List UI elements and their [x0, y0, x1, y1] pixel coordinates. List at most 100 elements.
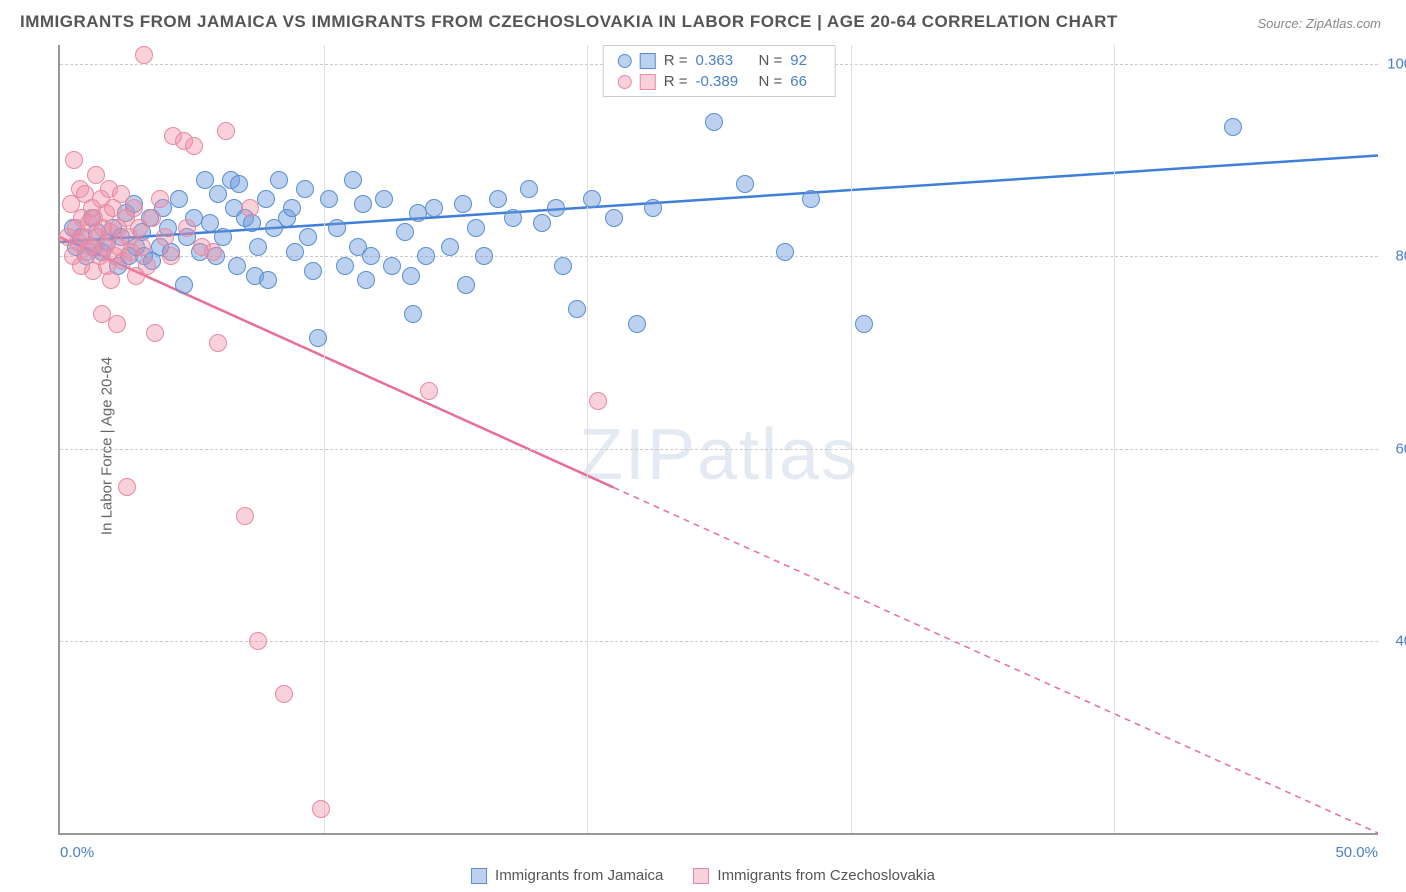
data-point [533, 214, 551, 232]
data-point [362, 247, 380, 265]
legend-marker-square-1 [640, 74, 656, 90]
gridline-v [1114, 45, 1115, 833]
data-point [375, 190, 393, 208]
data-point [425, 199, 443, 217]
data-point [644, 199, 662, 217]
data-point [467, 219, 485, 237]
legend-marker-circle-1 [618, 75, 632, 89]
ytick-label: 60.0% [1395, 440, 1406, 457]
correlation-legend: R = 0.363 N = 92 R = -0.389 N = 66 [603, 45, 836, 97]
data-point [554, 257, 572, 275]
data-point [209, 185, 227, 203]
data-point [299, 228, 317, 246]
gridline-h [60, 449, 1378, 450]
gridline-v [851, 45, 852, 833]
data-point [125, 199, 143, 217]
legend-row-series-1: R = -0.389 N = 66 [618, 71, 821, 92]
data-point [402, 267, 420, 285]
data-point [209, 334, 227, 352]
trend-lines-svg [60, 45, 1378, 833]
gridline-v [587, 45, 588, 833]
data-point [286, 243, 304, 261]
data-point [275, 685, 293, 703]
legend-marker-circle-0 [618, 54, 632, 68]
data-point [201, 214, 219, 232]
data-point [354, 195, 372, 213]
xtick-label: 0.0% [60, 844, 94, 861]
data-point [605, 209, 623, 227]
data-point [520, 180, 538, 198]
data-point [283, 199, 301, 217]
data-point [257, 190, 275, 208]
data-point [417, 247, 435, 265]
data-point [344, 171, 362, 189]
data-point [241, 199, 259, 217]
data-point [309, 329, 327, 347]
data-point [156, 228, 174, 246]
data-point [118, 478, 136, 496]
ytick-label: 40.0% [1395, 632, 1406, 649]
data-point [404, 305, 422, 323]
data-point [236, 507, 254, 525]
data-point [628, 315, 646, 333]
gridline-v [324, 45, 325, 833]
data-point [146, 324, 164, 342]
data-point [133, 238, 151, 256]
data-point [357, 271, 375, 289]
data-point [270, 171, 288, 189]
legend-swatch-1 [693, 868, 709, 884]
data-point [259, 271, 277, 289]
data-point [228, 257, 246, 275]
r-label: R = [664, 73, 688, 90]
data-point [396, 223, 414, 241]
legend-row-series-0: R = 0.363 N = 92 [618, 50, 821, 71]
data-point [102, 271, 120, 289]
data-point [454, 195, 472, 213]
data-point [802, 190, 820, 208]
data-point [108, 315, 126, 333]
chart-title: IMMIGRANTS FROM JAMAICA VS IMMIGRANTS FR… [20, 12, 1118, 32]
data-point [776, 243, 794, 261]
data-point [112, 185, 130, 203]
legend-item-0: Immigrants from Jamaica [471, 867, 663, 884]
legend-swatch-0 [471, 868, 487, 884]
xtick-label: 50.0% [1335, 844, 1378, 861]
series-legend: Immigrants from Jamaica Immigrants from … [471, 867, 935, 884]
data-point [736, 175, 754, 193]
data-point [296, 180, 314, 198]
ytick-label: 100.0% [1387, 56, 1406, 73]
r-value-0: 0.363 [696, 52, 751, 69]
data-point [489, 190, 507, 208]
data-point [457, 276, 475, 294]
data-point [138, 257, 156, 275]
data-point [162, 247, 180, 265]
data-point [420, 382, 438, 400]
data-point [504, 209, 522, 227]
data-point [705, 113, 723, 131]
ytick-label: 80.0% [1395, 248, 1406, 265]
plot-area: ZIPatlas R = 0.363 N = 92 R = -0.389 N =… [58, 45, 1378, 835]
data-point [151, 190, 169, 208]
legend-label-1: Immigrants from Czechoslovakia [717, 867, 935, 884]
data-point [230, 175, 248, 193]
data-point [320, 190, 338, 208]
data-point [178, 219, 196, 237]
data-point [249, 238, 267, 256]
data-point [441, 238, 459, 256]
source-label: Source: ZipAtlas.com [1257, 16, 1381, 31]
data-point [312, 800, 330, 818]
data-point [304, 262, 322, 280]
data-point [217, 122, 235, 140]
data-point [170, 190, 188, 208]
data-point [87, 166, 105, 184]
data-point [249, 632, 267, 650]
data-point [583, 190, 601, 208]
r-value-1: -0.389 [696, 73, 751, 90]
data-point [175, 276, 193, 294]
n-label: N = [759, 52, 783, 69]
data-point [328, 219, 346, 237]
data-point [65, 151, 83, 169]
data-point [1224, 118, 1242, 136]
n-value-0: 92 [790, 52, 820, 69]
data-point [547, 199, 565, 217]
